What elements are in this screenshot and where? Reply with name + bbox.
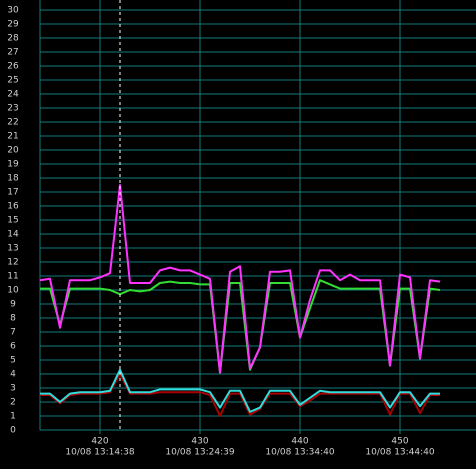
y-tick-label: 11 (7, 272, 18, 282)
series-line (40, 279, 441, 374)
y-tick-label: 10 (7, 286, 19, 296)
y-tick-label: 4 (10, 370, 16, 380)
y-tick-label: 0 (10, 426, 16, 436)
y-tick-label: 7 (10, 328, 16, 338)
y-tick-label: 18 (7, 174, 19, 184)
y-tick-label: 27 (7, 48, 18, 58)
y-tick-label: 1 (10, 412, 16, 422)
y-tick-label: 8 (10, 314, 16, 324)
series-line (40, 373, 440, 417)
x-tick-time: 10/08 13:34:40 (265, 448, 334, 458)
y-tick-label: 13 (7, 244, 18, 254)
y-tick-label: 17 (7, 188, 18, 198)
y-tick-label: 15 (7, 216, 18, 226)
y-tick-label: 5 (10, 356, 16, 366)
y-tick-label: 26 (7, 62, 19, 72)
y-tick-label: 28 (7, 34, 19, 44)
y-tick-label: 9 (10, 300, 16, 310)
y-tick-label: 21 (7, 132, 18, 142)
y-tick-label: 2 (10, 398, 16, 408)
y-tick-label: 6 (10, 342, 16, 352)
x-tick-time: 10/08 13:44:40 (365, 448, 434, 458)
y-tick-label: 16 (7, 202, 19, 212)
y-tick-label: 23 (7, 104, 18, 114)
x-tick-label: 450 (391, 437, 408, 447)
x-tick-label: 440 (291, 437, 308, 447)
x-tick-time: 10/08 13:24:39 (165, 448, 234, 458)
x-tick-time: 10/08 13:14:38 (65, 448, 134, 458)
x-tick-label: 420 (91, 437, 108, 447)
y-tick-label: 24 (7, 90, 19, 100)
y-tick-label: 29 (7, 20, 19, 30)
series-line (40, 368, 440, 413)
y-tick-label: 20 (7, 146, 19, 156)
series-line (39, 184, 441, 374)
x-tick-label: 430 (191, 437, 208, 447)
y-tick-label: 22 (7, 118, 18, 128)
y-tick-label: 3 (10, 384, 16, 394)
y-tick-label: 30 (7, 6, 19, 16)
y-tick-label: 25 (7, 76, 18, 86)
y-tick-label: 19 (7, 160, 19, 170)
y-tick-label: 14 (7, 230, 19, 240)
y-tick-label: 12 (7, 258, 18, 268)
